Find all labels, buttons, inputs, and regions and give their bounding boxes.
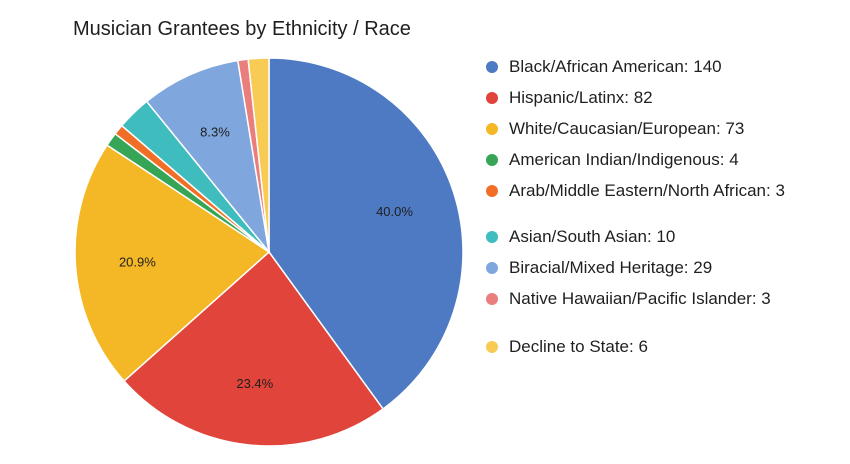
legend-item: Decline to State: 6 xyxy=(486,336,789,358)
legend-item: Biracial/Mixed Heritage: 29 xyxy=(486,257,789,279)
slice-percent-label: 8.3% xyxy=(200,125,230,140)
legend-label: Biracial/Mixed Heritage: 29 xyxy=(509,258,713,277)
legend-swatch-icon xyxy=(486,262,498,274)
legend-swatch-icon xyxy=(486,293,498,305)
legend-label: Arab/Middle Eastern/North African: 3 xyxy=(509,181,785,200)
chart-title: Musician Grantees by Ethnicity / Race xyxy=(73,18,411,40)
legend-swatch-icon xyxy=(486,341,498,353)
pie-slice xyxy=(123,250,385,447)
legend-label: Hispanic/Latinx: 82 xyxy=(509,88,653,107)
legend-label: Black/African American: 140 xyxy=(509,57,722,76)
legend-swatch-icon xyxy=(486,154,498,166)
legend-swatch-icon xyxy=(486,231,498,243)
legend-swatch-icon xyxy=(486,185,498,197)
legend-label: Decline to State: 6 xyxy=(509,337,648,356)
legend-label: Asian/South Asian: 10 xyxy=(509,227,676,246)
pie-slice xyxy=(268,57,464,410)
legend-item: Black/African American: 140 xyxy=(486,56,789,78)
pie-chart: 40.0% 23.4% 20.9% 8.3% xyxy=(74,57,464,447)
legend-label: White/Caucasian/European: 73 xyxy=(509,119,745,138)
legend-label: Native Hawaiian/Pacific Islander: 3 xyxy=(509,289,771,308)
pie-slice xyxy=(74,144,271,383)
legend-swatch-icon xyxy=(486,92,498,104)
slice-percent-label: 23.4% xyxy=(236,376,273,391)
slice-percent-label: 40.0% xyxy=(376,204,413,219)
legend-item: Arab/Middle Eastern/North African: 3 xyxy=(486,180,789,202)
legend-item: American Indian/Indigenous: 4 xyxy=(486,149,789,171)
pie-slice xyxy=(145,59,271,255)
slice-percent-label: 20.9% xyxy=(119,255,156,270)
legend-swatch-icon xyxy=(486,123,498,135)
pie-slice xyxy=(247,57,270,253)
legend-item: White/Caucasian/European: 73 xyxy=(486,118,789,140)
legend-swatch-icon xyxy=(486,61,498,73)
legend-item: Native Hawaiian/Pacific Islander: 3 xyxy=(486,288,789,310)
legend-item: Hispanic/Latinx: 82 xyxy=(486,87,789,109)
legend-item: Asian/South Asian: 10 xyxy=(486,226,789,248)
legend-label: American Indian/Indigenous: 4 xyxy=(509,150,739,169)
